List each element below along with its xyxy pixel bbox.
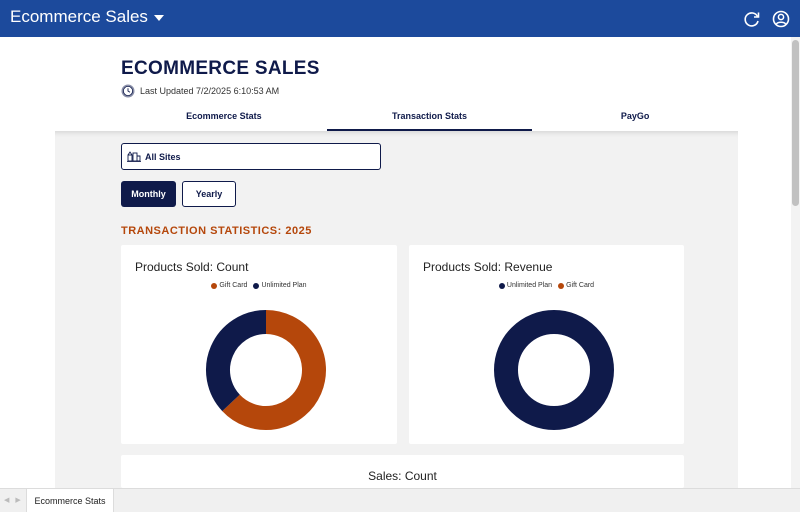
- chart-title: Sales: Count: [368, 469, 437, 483]
- donut-chart-count: [206, 310, 326, 430]
- clock-icon: [121, 84, 135, 98]
- sheet-tab-bar: ◀ ▶ Ecommerce Stats: [0, 488, 800, 512]
- legend-label: Unlimited Plan: [506, 282, 553, 289]
- donut-chart-revenue: [494, 310, 614, 430]
- sheet-tab-ecommerce-stats[interactable]: Ecommerce Stats: [26, 489, 114, 512]
- scrollbar-thumb[interactable]: [792, 40, 799, 206]
- donut-slice-unlimited-plan[interactable]: [494, 310, 614, 430]
- yearly-button[interactable]: Yearly: [182, 181, 236, 207]
- legend-item-unlimited-plan[interactable]: Unlimited Plan: [498, 282, 553, 289]
- chevron-left-icon[interactable]: ◀: [4, 497, 10, 504]
- app-bar: Ecommerce Sales: [0, 0, 800, 37]
- legend-item-unlimited-plan[interactable]: Unlimited Plan: [253, 282, 307, 289]
- donut-slice-gift-card[interactable]: [222, 310, 326, 430]
- products-sold-count-card: Products Sold: Count Gift Card Unlimited…: [121, 245, 397, 444]
- app-title: Ecommerce Sales: [10, 7, 148, 26]
- scrollbar-track[interactable]: [791, 37, 800, 488]
- site-select[interactable]: All Sites: [121, 143, 381, 170]
- app-title-dropdown[interactable]: Ecommerce Sales: [10, 7, 164, 27]
- legend-item-gift-card[interactable]: Gift Card: [558, 282, 594, 289]
- legend-dot: [211, 282, 218, 289]
- donut-slice-unlimited-plan[interactable]: [206, 310, 267, 412]
- site-select-label: All Sites: [145, 151, 181, 162]
- tab-transaction-stats[interactable]: Transaction Stats: [326, 108, 533, 131]
- user-circle-icon[interactable]: [771, 9, 791, 29]
- monthly-button[interactable]: Monthly: [121, 181, 176, 207]
- legend-label: Unlimited Plan: [261, 282, 307, 289]
- products-sold-revenue-card: Products Sold: Revenue Unlimited Plan Gi…: [409, 245, 684, 444]
- tab-paygo[interactable]: PayGo: [620, 111, 650, 121]
- legend-label: Gift Card: [219, 282, 248, 289]
- last-updated: Last Updated 7/2/2025 6:10:53 AM: [121, 84, 279, 98]
- legend-label: Gift Card: [566, 282, 595, 289]
- page-title: ECOMMERCE SALES: [121, 58, 320, 79]
- refresh-icon[interactable]: [742, 9, 762, 29]
- legend-dot: [253, 282, 260, 289]
- caret-down-icon: [153, 15, 164, 21]
- last-updated-text: Last Updated 7/2/2025 6:10:53 AM: [140, 86, 280, 96]
- sales-count-card: Sales: Count: [121, 455, 684, 488]
- legend-item-gift-card[interactable]: Gift Card: [211, 282, 247, 289]
- tab-ecommerce-stats[interactable]: Ecommerce Stats: [186, 111, 262, 121]
- section-title: TRANSACTION STATISTICS: 2025: [121, 225, 312, 237]
- sheet-nav: ◀ ▶: [4, 496, 21, 504]
- chevron-right-icon[interactable]: ▶: [15, 497, 21, 504]
- legend-dot: [558, 282, 565, 289]
- sites-icon: [127, 150, 141, 164]
- chart-title: Products Sold: Count: [135, 260, 249, 274]
- chart-legend: Unlimited Plan Gift Card: [409, 282, 684, 289]
- chart-title: Products Sold: Revenue: [423, 260, 553, 274]
- legend-dot: [498, 282, 505, 289]
- tab-bar: Ecommerce Stats Transaction Stats PayGo: [121, 108, 738, 131]
- chart-legend: Gift Card Unlimited Plan: [121, 282, 397, 289]
